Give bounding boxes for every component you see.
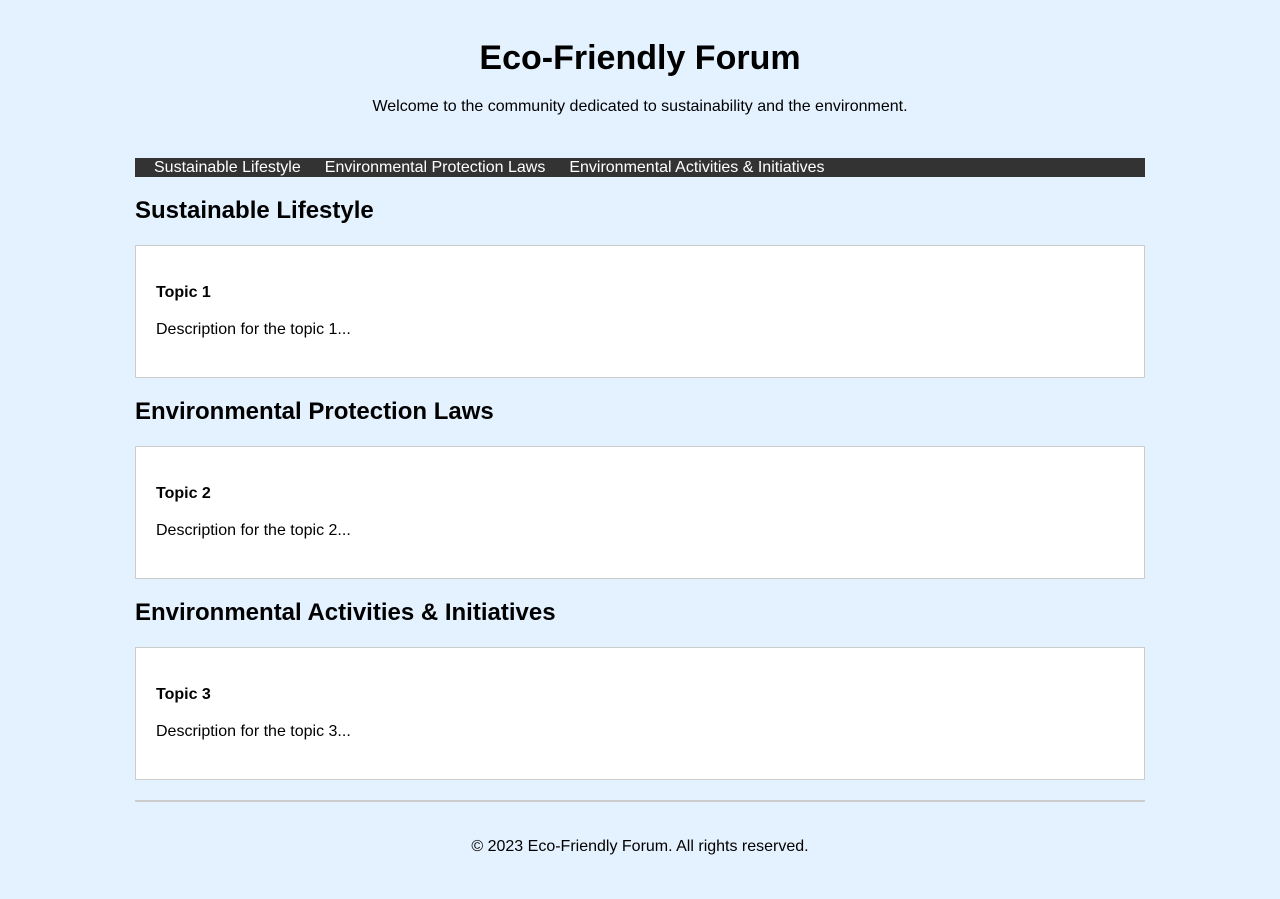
section-heading: Environmental Protection Laws xyxy=(135,398,494,425)
site-title: Eco-Friendly Forum xyxy=(479,39,801,77)
site-tagline: Welcome to the community dedicated to su… xyxy=(372,98,908,115)
section-sustainable-lifestyle: Sustainable Lifestyle Topic 1 Descriptio… xyxy=(135,197,1145,378)
topic-card[interactable]: Topic 1 Description for the topic 1... xyxy=(135,245,1145,378)
topic-description: Description for the topic 1... xyxy=(156,321,351,338)
nav-link-sustainable-lifestyle[interactable]: Sustainable Lifestyle xyxy=(154,159,301,176)
section-heading: Sustainable Lifestyle xyxy=(135,197,374,224)
page-container: Eco-Friendly Forum Welcome to the commun… xyxy=(135,0,1145,857)
topic-title: Topic 3 xyxy=(156,686,211,703)
topic-title: Topic 1 xyxy=(156,284,211,301)
nav-link-environmental-activities[interactable]: Environmental Activities & Initiatives xyxy=(569,159,825,176)
topic-card[interactable]: Topic 3 Description for the topic 3... xyxy=(135,647,1145,780)
nav-link-environmental-protection-laws[interactable]: Environmental Protection Laws xyxy=(324,159,546,176)
section-environmental-activities: Environmental Activities & Initiatives T… xyxy=(135,599,1145,780)
footer-copyright: © 2023 Eco-Friendly Forum. All rights re… xyxy=(471,838,809,855)
topic-description: Description for the topic 2... xyxy=(156,522,351,539)
site-header: Eco-Friendly Forum Welcome to the commun… xyxy=(135,0,1145,158)
topic-description: Description for the topic 3... xyxy=(156,723,351,740)
section-heading: Environmental Activities & Initiatives xyxy=(135,599,556,626)
topic-title: Topic 2 xyxy=(156,485,211,502)
main-nav: Sustainable Lifestyle Environmental Prot… xyxy=(135,158,1145,177)
section-environmental-protection-laws: Environmental Protection Laws Topic 2 De… xyxy=(135,398,1145,579)
topic-card[interactable]: Topic 2 Description for the topic 2... xyxy=(135,446,1145,579)
site-footer: © 2023 Eco-Friendly Forum. All rights re… xyxy=(135,800,1145,857)
